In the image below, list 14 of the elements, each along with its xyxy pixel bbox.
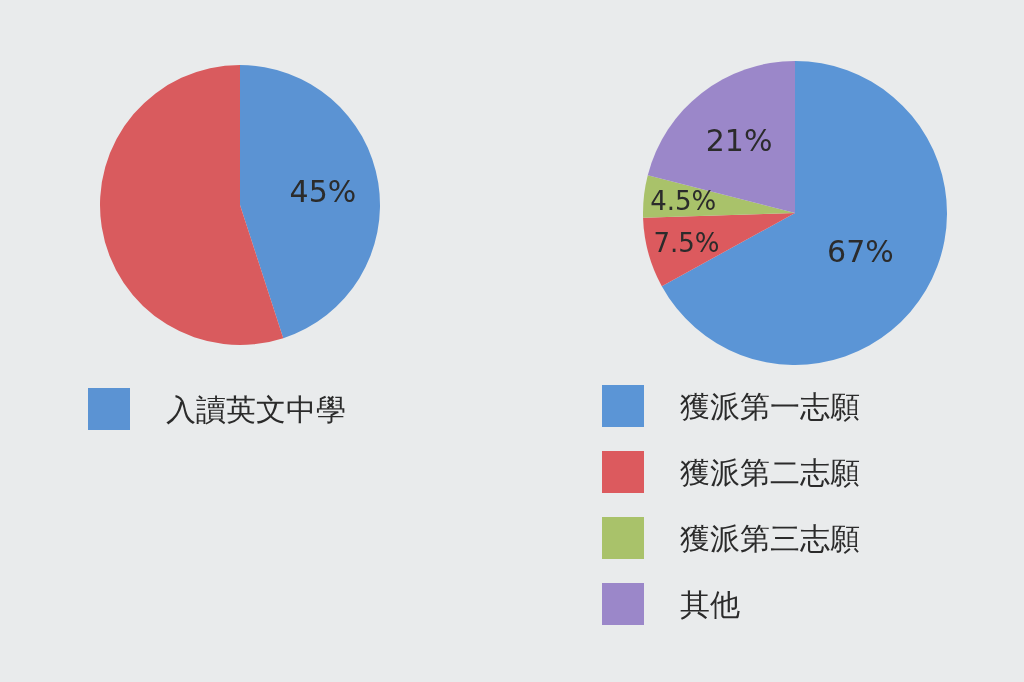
data-label: 45% <box>289 174 357 210</box>
pie-slice <box>240 65 380 339</box>
legend-label: 入讀英文中學 <box>166 391 346 427</box>
pie-slice <box>100 65 284 345</box>
data-label: 7.5% <box>653 227 720 258</box>
pie-slice <box>643 213 795 287</box>
data-label: 4.5% <box>650 185 717 216</box>
legend-label: 獲派第三志願 <box>680 520 860 556</box>
data-label: 67% <box>827 234 894 270</box>
legend-label: 獲派第二志願 <box>680 454 860 490</box>
legend-label: 其他 <box>680 586 740 622</box>
data-label: 21% <box>705 123 773 159</box>
pie-slice <box>647 61 795 213</box>
legend-label: 獲派第一志願 <box>680 388 860 424</box>
